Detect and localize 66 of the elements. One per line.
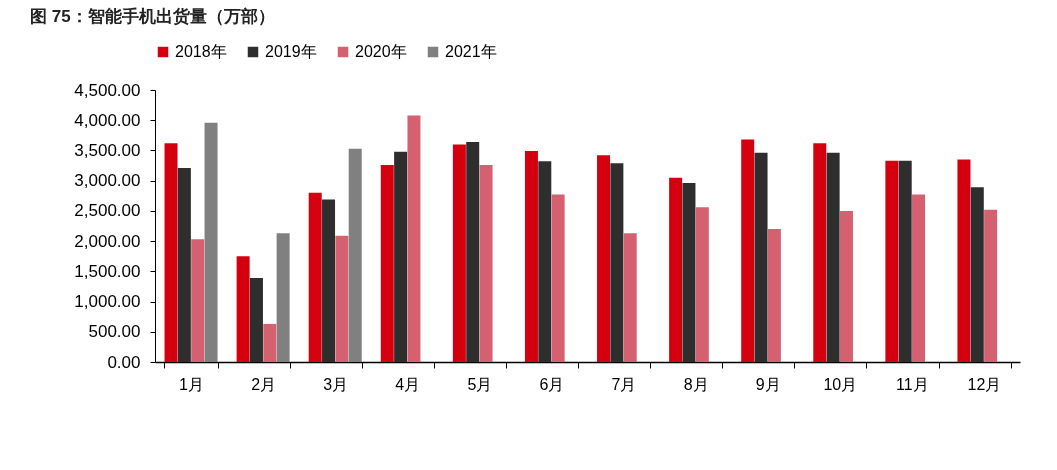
bar [276,233,290,362]
legend-label: 2019年 [265,43,317,60]
bar [164,143,178,362]
x-tick-label: 1月 [179,375,204,393]
bar [767,229,781,362]
x-tick-label: 8月 [683,375,709,393]
bar [348,148,362,362]
bar [754,152,768,362]
bar [970,187,984,362]
bar [885,160,899,362]
bar [452,144,466,362]
bar [610,163,624,362]
bar [898,160,912,362]
bar [551,194,565,362]
x-tick-label: 9月 [755,375,781,393]
y-tick-label: 500.00 [88,322,141,342]
bar [204,122,218,362]
y-tick-label: 2,500.00 [74,201,141,221]
chart-title: 图 75：智能手机出货量（万部） [30,7,275,26]
x-tick-label: 2月 [251,375,277,393]
legend-label: 2021年 [445,43,497,60]
y-tick-label: 2,000.00 [74,231,141,251]
bar [479,164,493,362]
x-tick-label: 10月 [823,375,858,393]
y-tick-label: 1,500.00 [74,261,141,281]
bar [322,199,336,362]
x-tick-label: 3月 [323,375,349,393]
y-tick-label: 3,000.00 [74,171,141,191]
x-tick-label: 11月 [896,375,929,393]
bar [249,277,263,362]
bar [524,151,538,362]
bar [741,139,755,362]
y-tick-label: 3,500.00 [74,140,141,160]
bar [308,192,322,362]
bar [912,194,926,362]
x-tick-label: 7月 [611,375,637,393]
bar [177,167,191,362]
bar [538,161,552,362]
y-tick-label: 4,500.00 [74,80,141,100]
bar [263,323,277,362]
bar [236,256,250,362]
bar [335,235,349,362]
legend-label: 2020年 [355,43,407,60]
bar [695,207,709,362]
bar [682,183,696,362]
x-tick-label: 4月 [395,375,421,393]
legend-label: 2018年 [175,43,227,60]
bar [394,151,408,362]
bar [669,177,683,362]
bar [597,155,611,362]
bar [191,239,205,362]
bar [466,141,480,362]
bar [957,159,971,362]
bar [380,164,394,362]
y-tick-label: 4,000.00 [74,110,141,130]
y-tick-label: 1,000.00 [74,292,141,312]
bar [826,152,840,362]
bar [623,233,637,362]
y-tick-label: 0.00 [107,352,141,372]
bar [813,143,827,362]
bar [839,210,853,362]
bar [984,209,998,362]
x-tick-label: 6月 [539,375,565,393]
bar [407,115,421,362]
x-tick-label: 5月 [467,375,493,393]
x-tick-label: 12月 [967,375,1002,393]
